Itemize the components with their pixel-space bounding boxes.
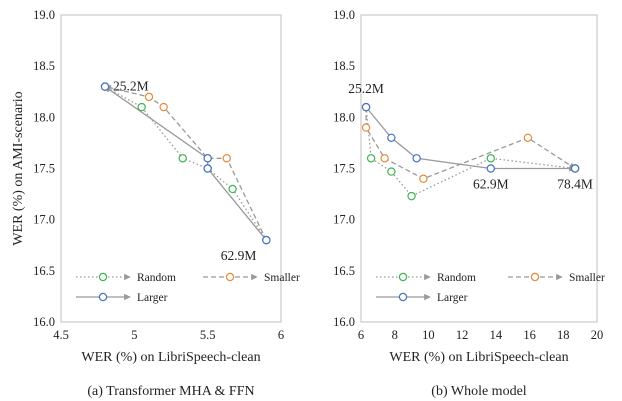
chart-panel-b: 16.0 16.5 17.0 17.5 18.0 18.5 19.0 6 8 10 12 14 16 18… (333, 8, 605, 399)
panel-caption: (b) Whole model (431, 384, 526, 399)
legend-marker (98, 292, 108, 302)
data-point-random (228, 184, 237, 194)
x-axis-label: WER (%) on LibriSpeech-clean (81, 350, 260, 365)
panel-caption: (a) Transformer MHA & FFN (87, 384, 254, 399)
x-tick-label: 16 (523, 328, 536, 342)
data-point-smaller (144, 92, 154, 102)
data-point-larger (361, 102, 371, 112)
data-point-larger (570, 164, 580, 173)
y-tick-label: 16.0 (333, 315, 355, 329)
data-point-smaller (361, 123, 371, 132)
legend-label: Random (437, 272, 476, 284)
point-annotation: 62.9M (221, 248, 257, 263)
point-annotation: 78.4M (557, 177, 593, 192)
point-annotation: 25.2M (348, 81, 384, 96)
data-point-smaller (380, 154, 389, 163)
x-tick-label: 6 (358, 328, 364, 342)
legend-label: Smaller (264, 272, 300, 284)
y-tick-label: 16.5 (333, 264, 355, 278)
x-tick-label: 5 (131, 328, 137, 342)
legend-marker (398, 292, 408, 302)
x-tick-label: 4.5 (53, 328, 69, 342)
data-point-smaller (523, 133, 533, 142)
series-line-smaller (104, 84, 267, 241)
data-point-random (137, 102, 146, 112)
data-point-smaller (159, 102, 168, 112)
legend-item-smaller: Smaller (508, 272, 605, 284)
legend-label: Larger (437, 292, 468, 304)
x-tick-label: 8 (392, 328, 398, 342)
data-point-random (178, 154, 187, 163)
data-point-smaller (419, 174, 428, 183)
y-tick-label: 17.5 (333, 162, 355, 176)
point-annotation: 62.9M (473, 177, 509, 192)
x-tick-label: 12 (456, 328, 469, 342)
chart-panel-a: 16.0 16.5 17.0 17.5 18.0 18.5 19.0 4.5 5 5.5 6 WER … (11, 8, 300, 399)
legend-item-random: Random (376, 272, 476, 284)
y-tick-label: 18.5 (33, 59, 55, 73)
x-tick-label: 10 (422, 328, 435, 342)
legend-label: Random (137, 272, 176, 284)
x-axis-label: WER (%) on LibriSpeech-clean (389, 350, 568, 365)
y-tick-label: 18.0 (33, 110, 55, 124)
series-line-larger (365, 106, 576, 172)
series-line-random (104, 86, 267, 241)
point-annotation: 25.2M (113, 79, 149, 94)
y-tick-label: 16.0 (33, 315, 55, 329)
legend-marker (398, 272, 408, 282)
data-point-larger (100, 82, 110, 91)
plot-frame (360, 14, 598, 323)
x-tick-label: 14 (490, 328, 503, 342)
y-tick-label: 17.0 (333, 213, 355, 227)
y-tick-label: 17.0 (33, 213, 55, 227)
series-line-random (365, 107, 576, 197)
series-line-larger (104, 86, 267, 241)
y-tick-label: 17.5 (33, 162, 55, 176)
data-point-random (366, 154, 376, 163)
legend-marker (98, 272, 108, 282)
plot-frame (60, 14, 282, 323)
data-point-larger (262, 235, 271, 245)
y-tick-label: 19.0 (333, 8, 355, 22)
data-point-larger (387, 133, 396, 142)
x-tick-label: 6 (278, 328, 284, 342)
legend-label: Larger (137, 292, 168, 304)
data-point-smaller (222, 154, 231, 163)
x-tick-label: 20 (591, 328, 604, 342)
y-tick-label: 16.5 (33, 264, 55, 278)
y-axis-label: WER (%) on AMI-scenario (11, 91, 26, 245)
data-point-random (407, 191, 416, 201)
legend-item-smaller: Smaller (203, 272, 300, 284)
data-point-random (486, 154, 495, 163)
legend-item-larger: Larger (76, 292, 168, 304)
legend-marker (530, 272, 540, 282)
data-point-random (387, 167, 396, 176)
y-tick-label: 18.5 (333, 59, 355, 73)
data-point-larger (486, 164, 495, 173)
legend-label: Smaller (569, 272, 605, 284)
x-tick-label: 5.5 (200, 328, 216, 342)
legend-item-larger: Larger (376, 292, 468, 304)
y-tick-label: 18.0 (333, 110, 355, 124)
data-point-larger (412, 154, 421, 163)
x-tick-label: 18 (557, 328, 570, 342)
data-point-larger (203, 154, 212, 163)
data-point-larger (203, 164, 212, 173)
legend-item-random: Random (76, 272, 176, 284)
y-tick-label: 19.0 (33, 8, 55, 22)
legend-marker (225, 272, 235, 282)
